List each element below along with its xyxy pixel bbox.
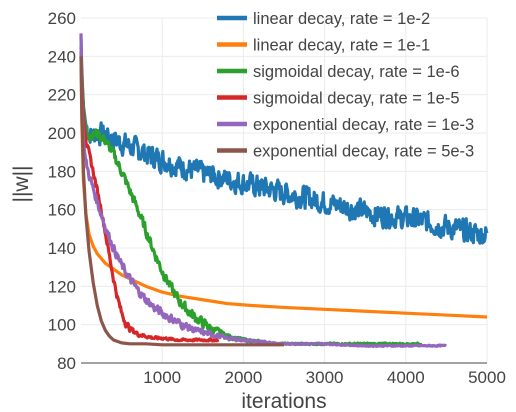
y-tick-label: 80: [57, 354, 76, 373]
y-axis-title: ||w||: [10, 166, 33, 203]
y-tick-label: 200: [48, 124, 76, 143]
y-tick-label: 100: [48, 316, 76, 335]
y-tick-label: 160: [48, 201, 76, 220]
legend-item-3[interactable]: sigmoidal decay, rate = 1e-6: [217, 63, 460, 81]
legend-item-2[interactable]: linear decay, rate = 1e-1: [217, 37, 430, 55]
y-tick-label: 120: [48, 277, 76, 296]
legend-item-1[interactable]: linear decay, rate = 1e-2: [217, 10, 430, 28]
y-tick-label: 140: [48, 239, 76, 258]
legend-label: linear decay, rate = 1e-2: [253, 10, 430, 28]
x-tick-label: 5000: [468, 368, 506, 387]
legend[interactable]: linear decay, rate = 1e-2 linear decay, r…: [217, 10, 474, 161]
legend-item-5[interactable]: exponential decay, rate = 1e-3: [217, 116, 474, 134]
legend-label: exponential decay, rate = 1e-3: [253, 116, 474, 134]
x-tick-label: 4000: [387, 368, 425, 387]
legend-label: sigmoidal decay, rate = 1e-6: [253, 63, 460, 81]
tick-labels: 80 100 120 140 160 180 200 220 240 260 1000 2000 300…: [48, 9, 506, 387]
legend-label: sigmoidal decay, rate = 1e-5: [253, 90, 460, 108]
legend-label: linear decay, rate = 1e-1: [253, 37, 430, 55]
series-line-1: [79, 37, 489, 245]
plot-lines: [79, 33, 489, 349]
legend-item-4[interactable]: sigmoidal decay, rate = 1e-5: [217, 90, 460, 108]
legend-label: exponential decay, rate = 5e-3: [253, 143, 474, 161]
x-tick-label: 2000: [224, 368, 262, 387]
x-axis-title: iterations: [241, 390, 326, 412]
y-tick-label: 240: [48, 47, 76, 66]
y-tick-label: 180: [48, 162, 76, 181]
x-tick-label: 1000: [143, 368, 181, 387]
legend-item-6[interactable]: exponential decay, rate = 5e-3: [217, 143, 474, 161]
y-tick-label: 220: [48, 86, 76, 105]
grid: [81, 17, 488, 363]
y-tick-label: 260: [48, 9, 76, 28]
x-tick-label: 3000: [306, 368, 344, 387]
series-line-6: [79, 56, 284, 347]
series-line-5: [79, 33, 448, 349]
